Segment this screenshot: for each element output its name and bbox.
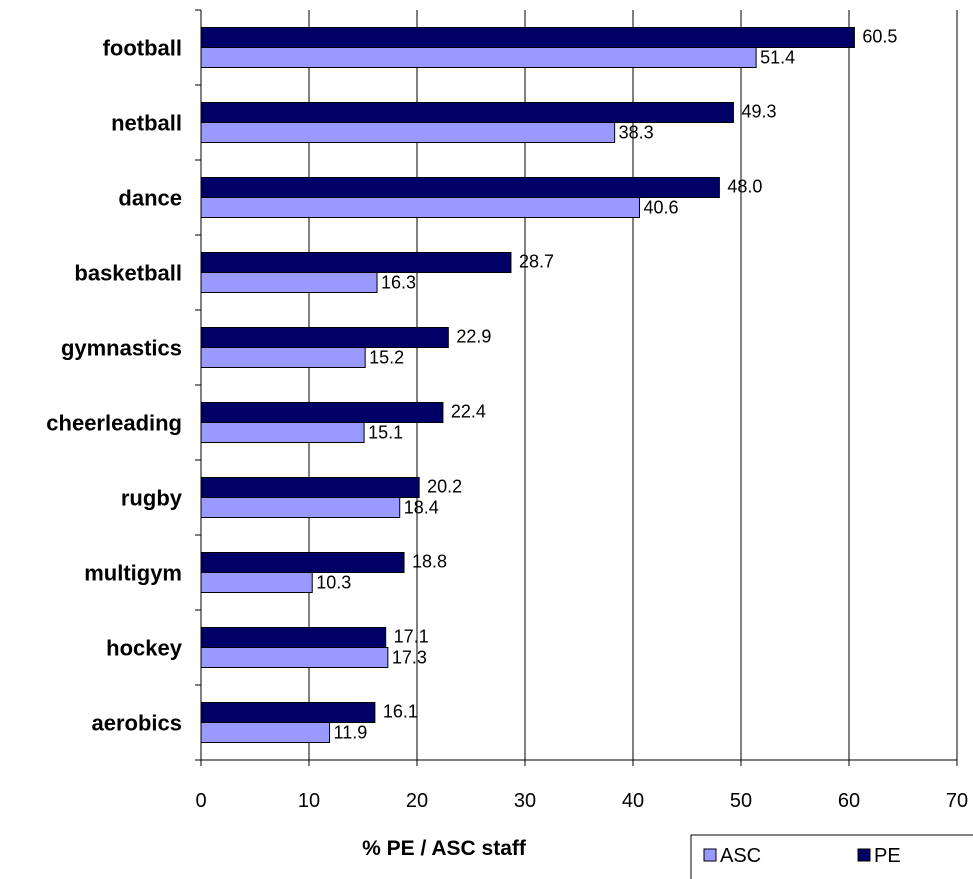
x-tick-label: 40 [622,790,644,812]
bar-asc [200,422,365,443]
x-tick-label: 50 [730,790,752,812]
category-label: hockey [106,636,183,661]
bar-pe [200,177,720,198]
data-label-pe: 28.7 [519,252,554,272]
x-axis-title: % PE / ASC staff [362,837,527,860]
data-label-asc: 15.1 [368,423,403,443]
x-tick-label: 70 [946,790,968,812]
bar-pe [200,552,405,573]
x-tick-label: 10 [298,790,320,812]
bar-asc [200,122,616,143]
x-tick-label: 0 [195,790,206,812]
legend-label-pe: PE [874,845,901,867]
data-label-pe: 22.9 [456,327,491,347]
bar-asc [200,572,313,593]
category-label: netball [111,111,182,136]
category-label: multigym [84,561,182,586]
value-labels: 60.5 51.4 49.3 38.3 48.0 40.6 28.7 16.3 22.9 15.2… [316,27,897,743]
data-label-asc: 40.6 [643,198,678,218]
data-label-asc: 17.3 [392,648,427,668]
data-label-asc: 11.9 [334,723,368,743]
category-label: cheerleading [46,411,182,436]
x-tick-label: 60 [838,790,860,812]
data-label-pe: 49.3 [741,102,776,122]
x-ticks: 0 10 20 30 40 50 60 70 [195,760,968,812]
bar-asc [200,197,640,218]
data-label-pe: 20.2 [427,477,462,497]
bar-pe [200,252,512,273]
data-label-asc: 10.3 [316,573,351,593]
bar-pe [200,327,449,348]
bar-asc [200,47,757,68]
data-label-pe: 22.4 [451,402,486,422]
legend-label-asc: ASC [720,845,761,867]
data-label-pe: 48.0 [727,177,762,197]
data-label-asc: 16.3 [381,273,416,293]
axes [195,9,957,761]
x-tick-label: 20 [406,790,428,812]
bar-asc [200,722,331,743]
category-labels: football netball dance basketball gymnastics… [46,36,182,736]
legend-swatch-pe [857,848,871,862]
bar-asc [200,347,366,368]
data-label-pe: 17.1 [394,627,429,647]
category-label: basketball [74,261,182,286]
data-label-asc: 18.4 [404,498,439,518]
category-label: gymnastics [61,336,182,361]
bar-pe [200,102,734,123]
category-label: rugby [121,486,183,511]
bar-asc [200,497,401,518]
data-label-asc: 51.4 [760,48,795,68]
category-label: aerobics [92,711,183,736]
category-label: dance [118,186,182,211]
bar-asc [200,272,378,293]
x-tick-label: 30 [514,790,536,812]
data-label-asc: 15.2 [369,348,404,368]
data-label-pe: 60.5 [862,27,897,47]
bar-pe [200,27,855,48]
bar-pe [200,477,420,498]
data-label-pe: 18.8 [412,552,447,572]
category-label: football [103,36,182,61]
legend-swatch-asc [703,848,717,862]
legend: ASC PE [690,834,973,879]
bar-pe [200,627,387,648]
bar-asc [200,647,389,668]
bar-pe [200,702,376,723]
data-label-pe: 16.1 [383,702,418,722]
bar-pe [200,402,444,423]
bars [200,27,855,743]
legend-box [690,834,973,879]
data-label-asc: 38.3 [619,123,654,143]
